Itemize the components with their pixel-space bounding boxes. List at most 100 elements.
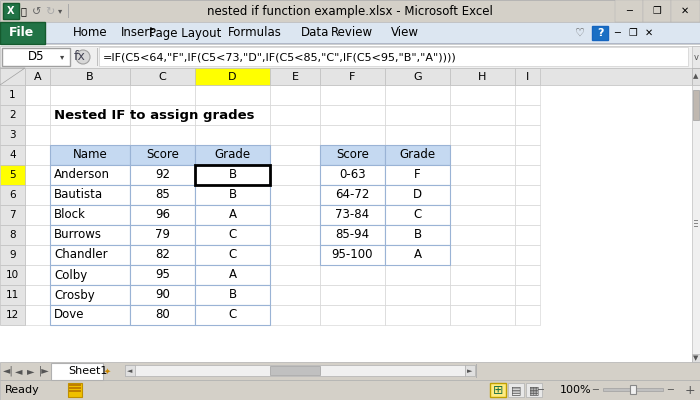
Bar <box>130 165 195 185</box>
Bar <box>270 205 320 225</box>
Text: 80: 80 <box>155 308 170 322</box>
Bar <box>603 388 663 391</box>
Text: 64-72: 64-72 <box>335 188 370 202</box>
Bar <box>320 305 385 325</box>
Text: ▼: ▼ <box>693 355 699 361</box>
Bar <box>385 165 450 185</box>
Text: C: C <box>414 208 421 222</box>
Text: 95: 95 <box>155 268 170 282</box>
Bar <box>515 265 540 285</box>
Text: 92: 92 <box>155 168 170 182</box>
Text: ▲: ▲ <box>693 74 699 80</box>
Bar <box>0 362 700 380</box>
Text: D: D <box>228 72 237 82</box>
Bar <box>130 185 195 205</box>
Bar <box>50 285 130 305</box>
Text: Burrows: Burrows <box>54 228 102 242</box>
Bar <box>25 68 50 85</box>
Text: B: B <box>228 188 237 202</box>
Bar <box>50 165 130 185</box>
Text: Crosby: Crosby <box>54 288 94 302</box>
Bar <box>515 185 540 205</box>
Text: B: B <box>228 288 237 302</box>
Bar <box>450 85 515 105</box>
Bar <box>195 185 270 205</box>
Bar <box>130 145 195 165</box>
Bar <box>385 245 450 265</box>
Bar <box>270 85 320 105</box>
Bar <box>50 245 130 265</box>
Text: A: A <box>34 72 41 82</box>
Bar <box>50 205 130 225</box>
Bar <box>69 384 81 386</box>
Bar <box>0 46 700 68</box>
Bar <box>195 265 270 285</box>
Bar <box>195 145 270 165</box>
Bar <box>693 90 699 120</box>
Bar <box>25 305 50 325</box>
Bar <box>69 390 81 392</box>
Text: ─: ─ <box>592 385 598 395</box>
Text: C: C <box>228 248 237 262</box>
Text: 85-94: 85-94 <box>335 228 370 242</box>
Text: B: B <box>228 168 237 182</box>
Bar <box>320 125 385 145</box>
Bar <box>50 185 130 205</box>
Bar <box>0 305 25 325</box>
Bar <box>130 105 195 125</box>
Bar <box>50 225 130 245</box>
Text: G: G <box>413 72 422 82</box>
Bar <box>130 265 195 285</box>
Bar <box>50 265 130 285</box>
Bar <box>385 85 450 105</box>
Text: ↻: ↻ <box>46 7 55 17</box>
Text: ?: ? <box>596 28 603 38</box>
Bar <box>320 165 385 185</box>
Text: ❒: ❒ <box>629 28 638 38</box>
Text: 🖫: 🖫 <box>20 6 26 16</box>
Text: D: D <box>413 188 422 202</box>
Bar <box>270 68 320 85</box>
Bar <box>195 225 270 245</box>
Bar <box>270 105 320 125</box>
Bar <box>50 245 130 265</box>
Text: ▦: ▦ <box>528 385 539 395</box>
Bar <box>450 205 515 225</box>
Bar <box>615 0 643 22</box>
Bar <box>270 366 320 375</box>
Bar <box>50 285 130 305</box>
Bar <box>0 22 700 44</box>
Text: +: + <box>685 384 695 396</box>
Bar <box>50 68 130 85</box>
Bar <box>320 285 385 305</box>
Bar <box>0 145 25 165</box>
Text: Grade: Grade <box>214 148 251 162</box>
Bar <box>51 363 103 380</box>
Text: 96: 96 <box>155 208 170 222</box>
Bar <box>385 125 450 145</box>
Bar <box>195 205 270 225</box>
Bar <box>320 165 385 185</box>
Text: ↺: ↺ <box>32 7 42 17</box>
Text: ▾: ▾ <box>58 6 62 16</box>
Text: Insert: Insert <box>121 26 155 40</box>
Bar <box>50 145 130 165</box>
Text: H: H <box>478 72 486 82</box>
Bar <box>0 85 25 105</box>
Bar <box>50 85 130 105</box>
Text: Name: Name <box>73 148 107 162</box>
Bar <box>385 205 450 225</box>
Bar <box>130 265 195 285</box>
Bar <box>515 145 540 165</box>
Bar <box>490 383 506 397</box>
Bar <box>385 285 450 305</box>
Text: 4: 4 <box>9 150 16 160</box>
Bar <box>130 68 195 85</box>
Text: Ready: Ready <box>5 385 40 395</box>
Text: A: A <box>414 248 421 262</box>
Bar <box>0 285 25 305</box>
Text: Chandler: Chandler <box>54 248 108 262</box>
Bar <box>385 185 450 205</box>
Bar <box>195 145 270 165</box>
Text: 0-63: 0-63 <box>340 168 366 182</box>
